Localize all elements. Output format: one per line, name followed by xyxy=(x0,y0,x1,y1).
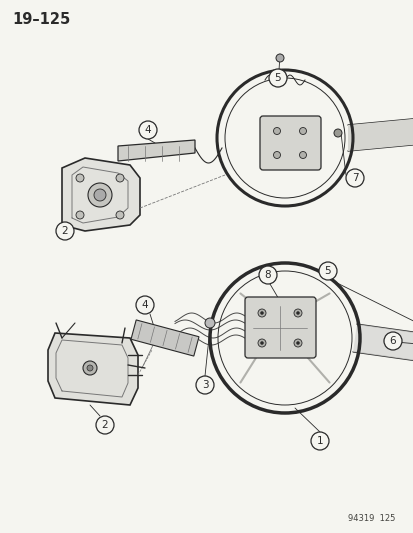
Text: 1: 1 xyxy=(316,436,323,446)
Circle shape xyxy=(88,183,112,207)
Circle shape xyxy=(293,339,301,347)
Circle shape xyxy=(204,318,214,328)
Text: 4: 4 xyxy=(144,125,151,135)
Circle shape xyxy=(260,342,263,344)
Polygon shape xyxy=(352,324,413,365)
Text: 2: 2 xyxy=(102,420,108,430)
FancyBboxPatch shape xyxy=(244,297,315,358)
Circle shape xyxy=(259,266,276,284)
Circle shape xyxy=(136,296,154,314)
FancyBboxPatch shape xyxy=(259,116,320,170)
Circle shape xyxy=(273,151,280,158)
Circle shape xyxy=(76,174,84,182)
Polygon shape xyxy=(48,333,138,405)
Circle shape xyxy=(299,151,306,158)
Text: 5: 5 xyxy=(274,73,280,83)
Circle shape xyxy=(293,309,301,317)
Text: 8: 8 xyxy=(264,270,271,280)
Circle shape xyxy=(296,311,299,314)
Circle shape xyxy=(268,69,286,87)
Circle shape xyxy=(273,127,280,134)
Text: 7: 7 xyxy=(351,173,357,183)
Circle shape xyxy=(318,262,336,280)
Circle shape xyxy=(96,416,114,434)
Circle shape xyxy=(299,127,306,134)
Circle shape xyxy=(94,189,106,201)
Text: 3: 3 xyxy=(201,380,208,390)
Circle shape xyxy=(76,211,84,219)
Circle shape xyxy=(56,222,74,240)
Circle shape xyxy=(83,361,97,375)
Text: 94319  125: 94319 125 xyxy=(347,514,394,523)
Text: 4: 4 xyxy=(141,300,148,310)
Circle shape xyxy=(275,54,283,62)
Circle shape xyxy=(296,342,299,344)
Circle shape xyxy=(257,339,266,347)
Circle shape xyxy=(87,365,93,371)
Circle shape xyxy=(333,129,341,137)
Circle shape xyxy=(257,309,266,317)
Circle shape xyxy=(195,376,214,394)
Text: 5: 5 xyxy=(324,266,330,276)
Circle shape xyxy=(116,174,124,182)
Polygon shape xyxy=(118,140,195,161)
Circle shape xyxy=(310,432,328,450)
Circle shape xyxy=(116,211,124,219)
Circle shape xyxy=(260,311,263,314)
Circle shape xyxy=(345,169,363,187)
Circle shape xyxy=(383,332,401,350)
Polygon shape xyxy=(131,320,199,356)
Text: 19–125: 19–125 xyxy=(12,12,70,27)
Polygon shape xyxy=(347,117,413,151)
Circle shape xyxy=(139,121,157,139)
Polygon shape xyxy=(62,158,140,231)
Text: 6: 6 xyxy=(389,336,395,346)
Text: 2: 2 xyxy=(62,226,68,236)
